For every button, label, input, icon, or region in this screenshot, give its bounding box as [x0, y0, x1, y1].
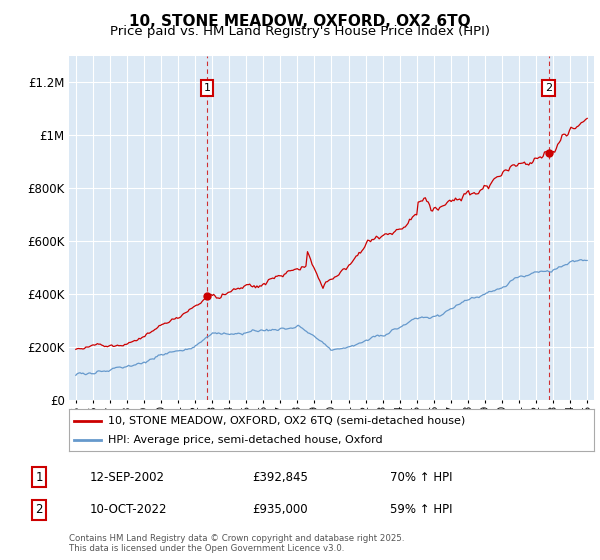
Text: 1: 1	[203, 83, 211, 93]
Text: £935,000: £935,000	[252, 503, 308, 516]
Text: 2: 2	[545, 83, 553, 93]
Text: 59% ↑ HPI: 59% ↑ HPI	[390, 503, 452, 516]
Text: 12-SEP-2002: 12-SEP-2002	[90, 470, 165, 484]
Text: 10, STONE MEADOW, OXFORD, OX2 6TQ: 10, STONE MEADOW, OXFORD, OX2 6TQ	[129, 14, 471, 29]
Text: 70% ↑ HPI: 70% ↑ HPI	[390, 470, 452, 484]
Text: 10, STONE MEADOW, OXFORD, OX2 6TQ (semi-detached house): 10, STONE MEADOW, OXFORD, OX2 6TQ (semi-…	[109, 416, 466, 426]
Text: £392,845: £392,845	[252, 470, 308, 484]
Text: Price paid vs. HM Land Registry's House Price Index (HPI): Price paid vs. HM Land Registry's House …	[110, 25, 490, 38]
Text: 1: 1	[35, 470, 43, 484]
Text: Contains HM Land Registry data © Crown copyright and database right 2025.
This d: Contains HM Land Registry data © Crown c…	[69, 534, 404, 553]
Text: 10-OCT-2022: 10-OCT-2022	[90, 503, 167, 516]
Text: HPI: Average price, semi-detached house, Oxford: HPI: Average price, semi-detached house,…	[109, 435, 383, 445]
Text: 2: 2	[35, 503, 43, 516]
